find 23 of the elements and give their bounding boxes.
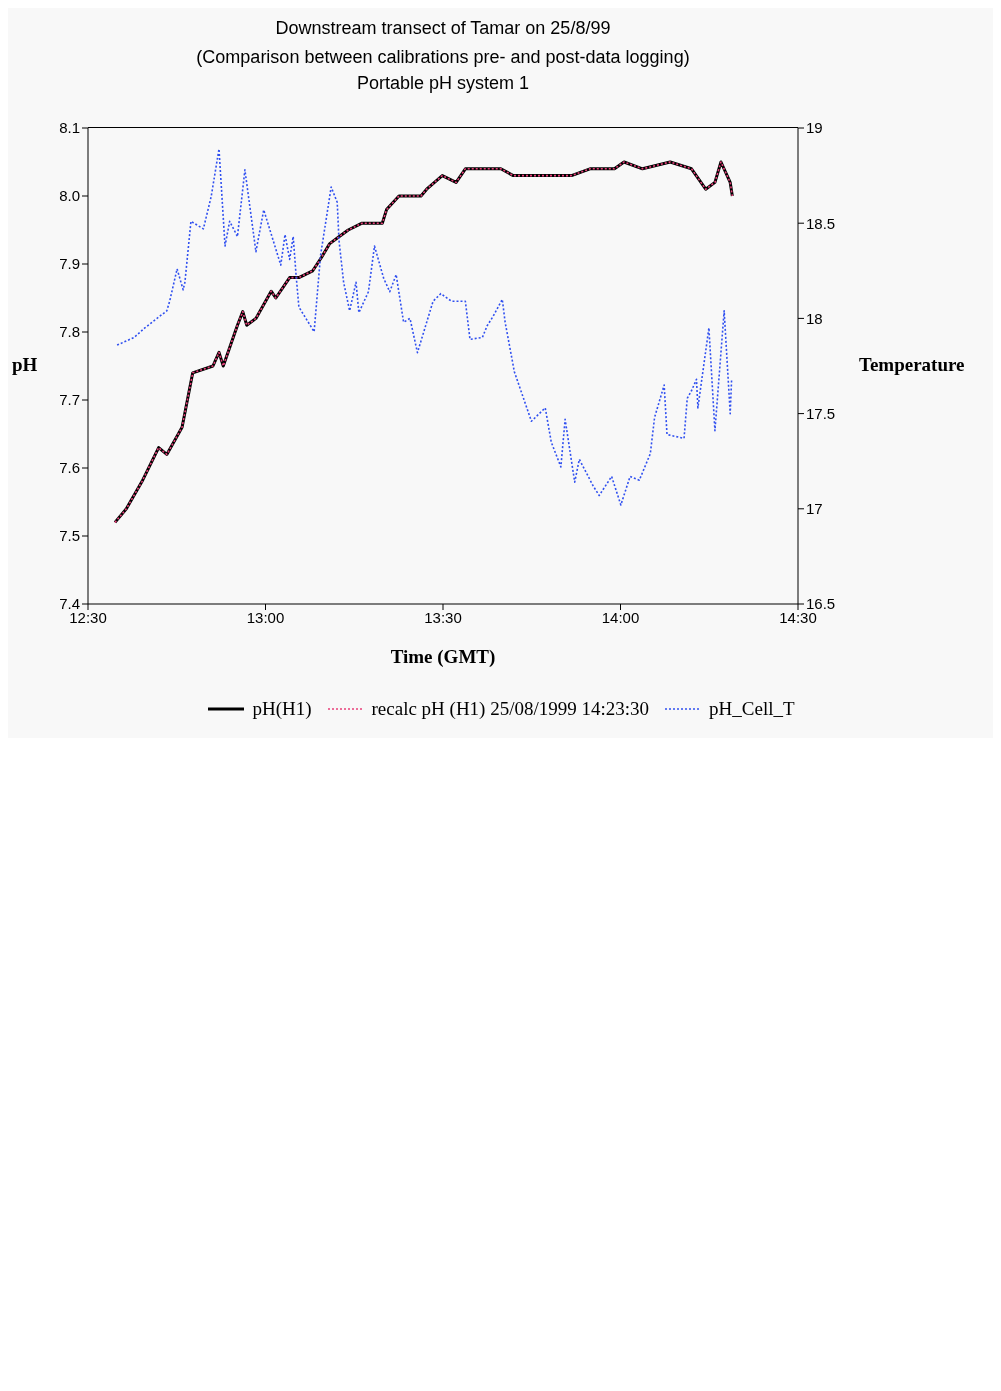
- y-tick-label: 7.5: [59, 527, 80, 545]
- y-tick-label: 7.8: [59, 323, 80, 341]
- chart-title: Downstream transect of Tamar on 25/8/99: [275, 18, 611, 38]
- x-tick-label: 13:00: [246, 608, 285, 626]
- y-tick-label: 7.6: [59, 459, 80, 477]
- y2-tick-label: 17.5: [806, 404, 836, 422]
- legend-label: pH_Cell_T: [709, 698, 795, 719]
- y2-tick-label: 18.5: [806, 214, 836, 232]
- y2-tick-label: 17: [806, 500, 823, 518]
- y-tick-label: 7.9: [59, 255, 80, 273]
- legend-label: pH(H1): [252, 698, 312, 719]
- x-tick-label: 14:00: [601, 608, 640, 626]
- y2-tick-label: 19: [806, 119, 823, 137]
- legend-label: recalc pH (H1) 25/08/1999 14:23:30: [371, 698, 650, 719]
- y2-tick-label: 18: [806, 309, 823, 327]
- y-tick-label: 8.0: [59, 187, 80, 205]
- y-tick-label: 7.7: [59, 391, 80, 409]
- y2-axis-title: Temperature: [859, 354, 965, 375]
- chart-subtitle: (Comparison between calibrations pre- and post-data logging) Portable pH system 1: [196, 47, 690, 93]
- y-tick-label: 8.1: [59, 119, 80, 137]
- x-axis-title: Time (GMT): [390, 646, 496, 667]
- y-axis-title: pH: [12, 354, 38, 375]
- x-tick-label: 13:30: [424, 608, 462, 626]
